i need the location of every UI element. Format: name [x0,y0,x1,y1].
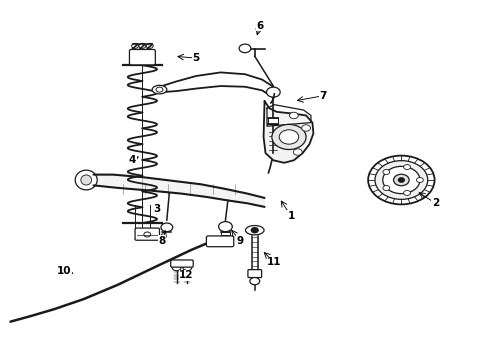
Text: 5: 5 [193,53,200,63]
Circle shape [267,87,280,97]
Text: 4: 4 [129,155,136,165]
Circle shape [239,44,251,53]
Circle shape [251,228,258,233]
Bar [220,231,230,235]
Text: 8: 8 [158,236,166,246]
Text: 2: 2 [432,198,439,208]
FancyBboxPatch shape [171,260,193,267]
Text: 12: 12 [179,270,194,280]
Ellipse shape [245,226,264,235]
Circle shape [161,223,172,231]
Circle shape [183,264,192,271]
Bar [269,118,278,123]
Circle shape [398,178,404,182]
Circle shape [250,278,260,285]
Circle shape [375,161,428,199]
Circle shape [279,130,299,144]
Circle shape [368,156,435,204]
Circle shape [294,149,302,155]
Circle shape [172,264,181,271]
Circle shape [272,125,306,149]
Ellipse shape [81,175,92,185]
Circle shape [383,166,420,194]
Ellipse shape [75,170,97,190]
FancyBboxPatch shape [129,49,155,65]
Circle shape [404,165,411,170]
FancyBboxPatch shape [135,228,159,240]
Text: 9: 9 [237,236,244,246]
Text: 1: 1 [288,211,295,221]
FancyBboxPatch shape [206,236,234,247]
Circle shape [302,125,311,131]
Text: 10: 10 [57,266,72,276]
Text: 11: 11 [267,257,282,267]
Circle shape [219,222,232,231]
Polygon shape [94,175,265,207]
Circle shape [416,177,423,183]
Text: 6: 6 [256,21,263,31]
Circle shape [404,190,411,195]
Circle shape [383,185,390,190]
Ellipse shape [152,85,167,94]
Polygon shape [264,101,314,163]
Circle shape [393,174,409,186]
Text: 7: 7 [319,91,327,101]
Circle shape [290,112,298,119]
FancyBboxPatch shape [248,270,262,278]
Circle shape [383,170,390,175]
Text: 3: 3 [153,204,161,214]
